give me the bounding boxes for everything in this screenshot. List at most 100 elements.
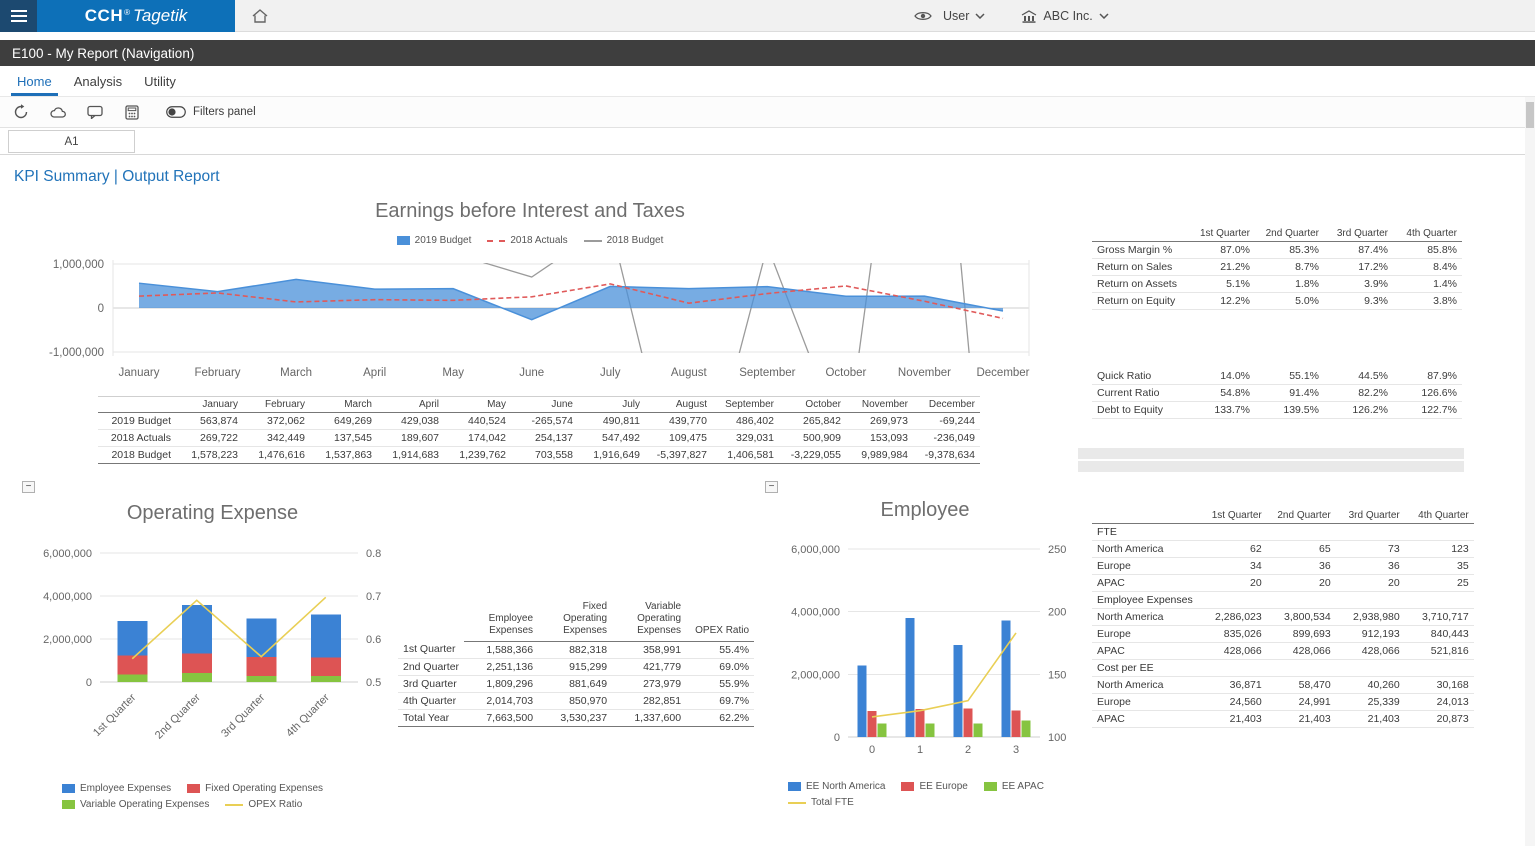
value-cell: 440,524 bbox=[444, 412, 511, 430]
value-cell: 126.6% bbox=[1393, 384, 1462, 402]
column-header: February bbox=[243, 396, 310, 413]
vertical-scrollbar[interactable] bbox=[1525, 97, 1535, 846]
cell-name-box[interactable]: A1 bbox=[8, 130, 135, 153]
opex-chart-title: Operating Expense bbox=[126, 502, 299, 524]
row-label: Total Year bbox=[398, 709, 465, 727]
value-cell: 54.8% bbox=[1186, 384, 1255, 402]
legend-item: Fixed Operating Expenses bbox=[187, 783, 323, 794]
table-header-row: January February March April May June July Augu… bbox=[98, 396, 980, 413]
legend-item: Employee Expenses bbox=[62, 783, 171, 794]
table-header-row: 1st Quarter 2nd Quarter 3rd Quarter 4th Qua… bbox=[1092, 508, 1474, 524]
value-cell: -5,397,827 bbox=[645, 446, 712, 464]
section-header-row: Employee Expenses bbox=[1092, 591, 1474, 609]
svg-text:November: November bbox=[898, 367, 951, 379]
value-cell: 36,871 bbox=[1197, 676, 1267, 694]
company-menu[interactable]: ABC Inc. bbox=[1021, 9, 1109, 23]
table-row: Debt to Equity 133.7% 139.5% 126.2% 122.7% bbox=[1092, 401, 1462, 419]
value-cell: 62.2% bbox=[686, 709, 755, 727]
value-cell: 9.3% bbox=[1324, 292, 1393, 310]
value-cell: 342,449 bbox=[243, 429, 310, 447]
value-cell: 14.0% bbox=[1186, 367, 1255, 385]
value-cell: 36 bbox=[1335, 557, 1405, 575]
value-cell: 2,251,136 bbox=[464, 658, 539, 676]
hamburger-icon bbox=[10, 10, 27, 12]
value-cell: 1,406,581 bbox=[712, 446, 779, 464]
opex-chart: 6,000,000 4,000,000 2,000,000 0 0.8 0.7 0.6 0.5… bbox=[43, 548, 381, 742]
employee-chart: 6,000,000 4,000,000 2,000,000 0 250 200 150 100… bbox=[791, 544, 1066, 756]
ebit-legend: 2019 Budget 2018 Actuals 2018 Budget bbox=[130, 235, 930, 246]
value-cell: 3.8% bbox=[1393, 292, 1462, 310]
filters-panel-toggle[interactable]: Filters panel bbox=[166, 106, 256, 118]
value-cell: 73 bbox=[1335, 540, 1405, 558]
empty-cell bbox=[1404, 523, 1474, 541]
value-cell: 35 bbox=[1404, 557, 1474, 575]
value-cell: 55.4% bbox=[686, 641, 755, 659]
corner-cell bbox=[1092, 508, 1198, 524]
value-cell: 282,851 bbox=[612, 692, 687, 710]
column-header: June bbox=[511, 396, 578, 413]
value-cell: 123 bbox=[1404, 540, 1474, 558]
tab-analysis[interactable]: Analysis bbox=[73, 73, 123, 89]
user-menu[interactable]: User bbox=[943, 9, 985, 23]
publish-button[interactable] bbox=[47, 101, 69, 123]
tab-home[interactable]: Home bbox=[6, 66, 63, 96]
legend-label: EE Europe bbox=[919, 781, 968, 792]
column-header: 3rd Quarter bbox=[1335, 508, 1405, 524]
legend-item: EE Europe bbox=[901, 781, 968, 792]
svg-text:April: April bbox=[363, 367, 386, 379]
value-cell: 881,649 bbox=[538, 675, 613, 693]
collapse-button[interactable]: − bbox=[22, 481, 35, 493]
value-cell: 1,239,762 bbox=[444, 446, 511, 464]
brand-logo[interactable]: CCH ® Tagetik bbox=[37, 0, 235, 32]
value-cell: -265,574 bbox=[511, 412, 578, 430]
value-cell: 40,260 bbox=[1335, 676, 1405, 694]
table-row: Return on Assets 5.1% 1.8% 3.9% 1.4% bbox=[1092, 275, 1462, 293]
color-swatch bbox=[788, 782, 801, 791]
legend-label: 2018 Budget bbox=[606, 235, 664, 246]
color-swatch bbox=[62, 784, 75, 793]
corner-cell bbox=[98, 396, 176, 413]
empty-cells-band bbox=[1078, 448, 1464, 474]
value-cell: 429,038 bbox=[377, 412, 444, 430]
value-cell: 69.0% bbox=[686, 658, 755, 676]
table-row: Quick Ratio 14.0% 55.1% 44.5% 87.9% bbox=[1092, 367, 1462, 385]
table-row: APAC 428,066 428,066 428,066 521,816 bbox=[1092, 642, 1474, 660]
refresh-button[interactable] bbox=[10, 101, 32, 123]
svg-text:August: August bbox=[671, 367, 708, 379]
value-cell: 17.2% bbox=[1324, 258, 1393, 276]
scrollbar-thumb[interactable] bbox=[1526, 102, 1534, 128]
comment-button[interactable] bbox=[84, 101, 106, 123]
value-cell: 563,874 bbox=[176, 412, 243, 430]
column-header: 4th Quarter bbox=[1404, 508, 1474, 524]
table-row: Gross Margin % 87.0% 85.3% 87.4% 85.8% bbox=[1092, 241, 1462, 259]
column-header: April bbox=[377, 396, 444, 413]
tab-utility[interactable]: Utility bbox=[144, 73, 176, 89]
svg-text:0: 0 bbox=[86, 677, 92, 689]
collapse-button[interactable]: − bbox=[765, 481, 778, 493]
ebit-chart: 1,000,000 0 -1,000,000 January February March… bbox=[49, 259, 1030, 379]
home-button[interactable] bbox=[246, 4, 274, 28]
row-label: 2nd Quarter bbox=[398, 658, 465, 676]
svg-text:October: October bbox=[825, 367, 866, 379]
employee-table: 1st Quarter 2nd Quarter 3rd Quarter 4th Qua… bbox=[1092, 508, 1474, 728]
legend-item: EE APAC bbox=[983, 781, 1044, 792]
svg-text:March: March bbox=[280, 367, 312, 379]
legend-label: EE North America bbox=[806, 781, 886, 792]
svg-text:2: 2 bbox=[965, 744, 971, 756]
svg-text:0.7: 0.7 bbox=[366, 591, 381, 603]
svg-text:2nd Quarter: 2nd Quarter bbox=[153, 691, 203, 741]
value-cell: 126.2% bbox=[1324, 401, 1393, 419]
legend-label: OPEX Ratio bbox=[248, 799, 303, 810]
value-cell: 20,873 bbox=[1404, 710, 1474, 728]
filters-panel-label: Filters panel bbox=[193, 106, 256, 118]
data-entry-button[interactable] bbox=[121, 101, 143, 123]
value-cell: 87.0% bbox=[1186, 241, 1255, 259]
row-label: 2019 Budget bbox=[98, 412, 176, 430]
legend-label: Employee Expenses bbox=[80, 783, 172, 794]
menu-button[interactable] bbox=[0, 0, 37, 32]
value-cell: 174,042 bbox=[444, 429, 511, 447]
value-cell: 1,337,600 bbox=[612, 709, 687, 727]
visibility-button[interactable] bbox=[912, 5, 934, 27]
topbar: CCH ® Tagetik User ABC Inc. bbox=[0, 0, 1535, 32]
column-header: Variable Operating Expenses bbox=[612, 585, 687, 642]
